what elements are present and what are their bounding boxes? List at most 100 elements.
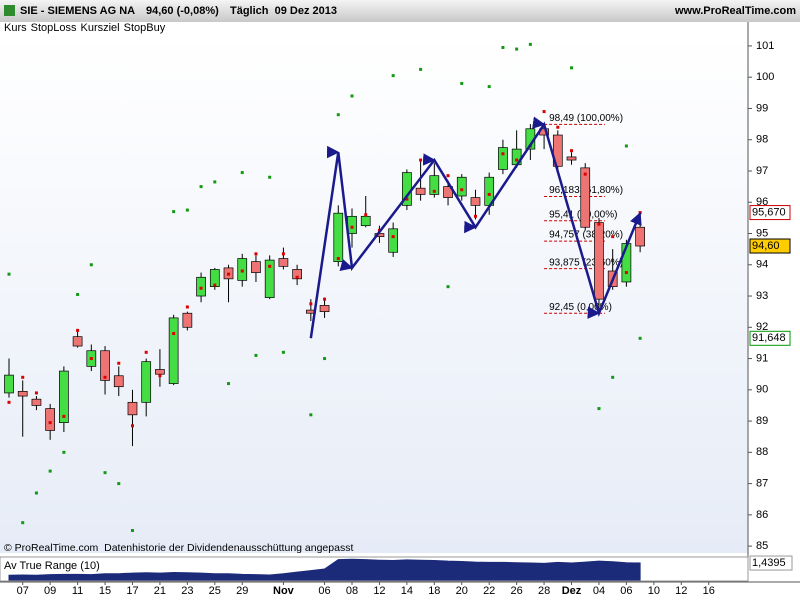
period: Täglich 09 Dez 2013 xyxy=(230,5,337,17)
indicator-dot xyxy=(213,283,217,287)
x-tick-label: 20 xyxy=(456,585,468,597)
indicator-dot xyxy=(391,74,395,78)
indicator-dot xyxy=(323,357,327,361)
y-tick-label: 98 xyxy=(756,134,768,146)
x-tick-label: Nov xyxy=(273,585,295,597)
indicator-dot xyxy=(227,272,231,276)
indicator-dot xyxy=(34,491,38,495)
last-price: 94,60 (-0,08%) xyxy=(146,5,219,17)
indicator-dot xyxy=(570,66,574,70)
indicator-dot xyxy=(240,171,244,175)
price-box-label: 95,670 xyxy=(752,206,786,218)
indicator-dot xyxy=(281,252,285,256)
indicator-dot xyxy=(89,357,93,361)
candle-body xyxy=(498,147,508,170)
atr-title: Av True Range (10) xyxy=(4,560,100,572)
indicator-dot xyxy=(501,152,505,156)
candle-body xyxy=(17,391,28,397)
indicator-dot xyxy=(391,235,395,239)
indicator-dot xyxy=(117,482,121,486)
candle-body xyxy=(251,261,261,273)
y-tick-label: 91 xyxy=(756,352,768,364)
indicator-dot xyxy=(268,175,272,179)
x-tick-label: 11 xyxy=(72,585,83,597)
indicator-dot xyxy=(473,214,477,218)
indicator-dot xyxy=(336,257,340,261)
indicator-dot xyxy=(446,174,450,178)
indicator-dot xyxy=(446,285,450,289)
indicator-dot xyxy=(638,336,642,340)
indicator-dot xyxy=(501,46,505,50)
indicator-dot xyxy=(240,269,244,273)
indicator-dot xyxy=(460,81,464,85)
candle-body xyxy=(237,258,248,281)
indicator-dot xyxy=(515,47,519,51)
indicator-dot xyxy=(460,188,464,192)
price-box-label: 91,648 xyxy=(752,332,786,344)
indicator-dot xyxy=(199,286,203,290)
candle-body xyxy=(31,398,42,406)
x-tick-label: 12 xyxy=(373,585,385,597)
indicator-dot xyxy=(487,192,491,196)
indicator-dot xyxy=(172,210,176,214)
indicator-dot xyxy=(323,297,327,301)
legend-entry: Kursziel xyxy=(81,22,120,34)
indicator-dot xyxy=(48,421,52,425)
indicator-dot xyxy=(281,350,285,354)
indicator-dot xyxy=(336,113,340,117)
x-tick-label: 14 xyxy=(401,585,413,597)
indicator-dot xyxy=(309,413,313,417)
fib-label: 98,49 (100,00%) xyxy=(549,113,623,124)
indicator-dot xyxy=(624,271,628,275)
indicator-dot xyxy=(34,391,38,395)
candle-body xyxy=(4,374,14,394)
x-tick-label: 28 xyxy=(538,585,550,597)
indicator-dot xyxy=(21,521,25,525)
candle-body xyxy=(141,361,152,403)
legend-entry: StopBuy xyxy=(124,22,166,34)
x-tick-label: 06 xyxy=(318,585,330,597)
candle-body xyxy=(456,176,467,197)
candle-body xyxy=(100,350,110,381)
y-tick-label: 95 xyxy=(756,227,768,239)
header-icon xyxy=(4,5,15,16)
indicator-dot xyxy=(117,361,121,365)
price-box xyxy=(749,238,791,254)
x-tick-label: 18 xyxy=(428,585,440,597)
indicator-dot xyxy=(103,375,107,379)
candle-body xyxy=(168,317,179,384)
candle-body xyxy=(278,258,289,267)
indicator-dot xyxy=(89,263,93,267)
y-tick-label: 94 xyxy=(756,259,768,271)
candle-body xyxy=(113,375,124,388)
candle-body xyxy=(635,226,645,247)
y-tick-label: 99 xyxy=(756,102,768,114)
candle-body xyxy=(127,401,138,416)
indicator-dot xyxy=(528,42,532,46)
candle-body xyxy=(209,269,220,288)
y-tick-label: 87 xyxy=(756,478,768,490)
indicator-dot xyxy=(597,222,601,226)
indicator-dot xyxy=(254,252,258,256)
candle-body xyxy=(333,212,344,262)
y-tick-label: 92 xyxy=(756,321,768,333)
indicator-dot xyxy=(487,85,491,89)
indicator-dot xyxy=(227,382,231,386)
x-tick-label: Dez xyxy=(562,585,582,597)
indicator-dot xyxy=(199,185,203,189)
x-tick-label: 07 xyxy=(17,585,29,597)
x-tick-label: 23 xyxy=(181,585,193,597)
indicator-dot xyxy=(295,275,299,279)
candle-body xyxy=(72,336,83,347)
indicator-dot xyxy=(350,94,354,98)
indicator-dot xyxy=(158,374,162,378)
indicator-dot xyxy=(103,471,107,475)
x-tick-label: 16 xyxy=(703,585,715,597)
indicator-dot xyxy=(62,450,66,454)
indicator-dot xyxy=(364,213,368,217)
x-tick-label: 22 xyxy=(483,585,495,597)
candle-body xyxy=(196,276,206,297)
indicator-dot xyxy=(254,353,258,357)
indicator-dot xyxy=(309,302,313,306)
